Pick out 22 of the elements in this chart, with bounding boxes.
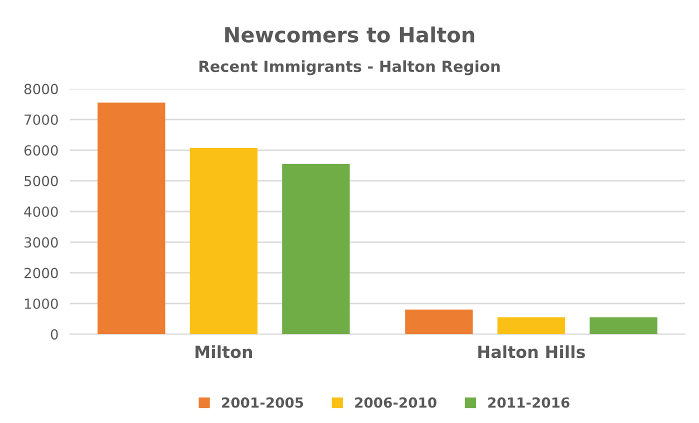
y-tick-label: 2000: [24, 268, 58, 278]
legend-label: 2001-2005: [222, 397, 304, 408]
y-tick-label: 3000: [24, 237, 58, 248]
bar: [497, 317, 566, 334]
bar: [405, 310, 473, 334]
y-tick-label: 6000: [24, 145, 58, 156]
bar: [190, 148, 258, 334]
chart-title: Newcomers to Halton: [225, 26, 474, 43]
x-tick-label: Milton: [196, 345, 252, 358]
y-tick-label: 4000: [24, 206, 58, 217]
y-tick-label: 1000: [24, 298, 58, 309]
legend-label: 2011-2016: [488, 397, 570, 408]
y-tick-label: 7000: [24, 114, 58, 125]
bar: [98, 102, 166, 334]
y-tick-label: 0: [50, 329, 58, 340]
x-tick-label: Halton Hills: [478, 345, 585, 358]
chart-subtitle: Recent Immigrants - Halton Region: [199, 60, 500, 76]
y-tick-label: 5000: [24, 176, 58, 186]
bar: [590, 317, 658, 334]
y-tick-label: 8000: [24, 84, 58, 94]
legend-label: 2006-2010: [355, 397, 436, 408]
bar: [282, 164, 350, 334]
